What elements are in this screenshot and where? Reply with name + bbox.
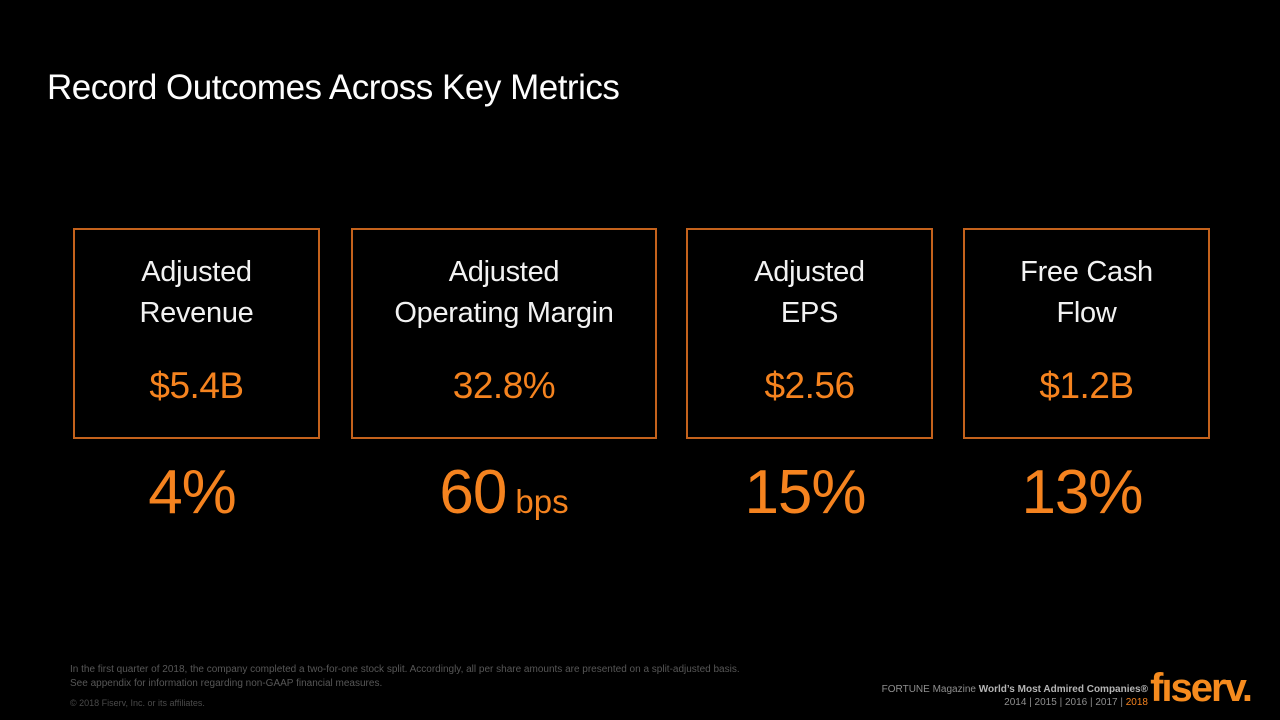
fortune-year-highlight: 2018 (1125, 697, 1148, 708)
metric-label: Adjusted EPS (688, 252, 931, 334)
metric-box-adjusted-eps: Adjusted EPS $2.56 (686, 228, 933, 439)
footnotes: In the first quarter of 2018, the compan… (70, 663, 740, 690)
metric-box-adjusted-operating-margin: Adjusted Operating Margin 32.8% (351, 228, 657, 439)
metric-label-line1: Adjusted (141, 256, 252, 288)
metric-box-free-cash-flow: Free Cash Flow $1.2B (963, 228, 1210, 439)
metric-box-adjusted-revenue: Adjusted Revenue $5.4B (73, 228, 320, 439)
fiserv-logo: fıserv. (1150, 666, 1253, 710)
copyright-notice: © 2018 Fiserv, Inc. or its affiliates. (70, 698, 205, 708)
growth-value: 15% (744, 458, 866, 527)
growth-adjusted-revenue: 4% (73, 454, 320, 532)
growth-value: 4% (148, 458, 237, 527)
metric-label: Adjusted Operating Margin (353, 252, 655, 334)
fortune-prefix: FORTUNE Magazine (881, 684, 979, 695)
fortune-award-title: World’s Most Admired Companies® (978, 684, 1148, 695)
metric-label-line1: Free Cash (1020, 256, 1153, 288)
growth-free-cash-flow: 13% (963, 454, 1210, 532)
metric-value: $2.56 (764, 365, 855, 406)
fortune-years-prefix: 2014 | 2015 | 2016 | 2017 | (1004, 697, 1126, 708)
metric-label-line1: Adjusted (754, 256, 865, 288)
growth-value: 13% (1021, 458, 1143, 527)
growth-value: 60 (439, 458, 507, 527)
metric-value: $1.2B (1039, 365, 1134, 406)
metric-label-line2: EPS (780, 297, 839, 329)
fortune-line: FORTUNE Magazine World’s Most Admired Co… (882, 683, 1148, 696)
growth-adjusted-eps: 15% (686, 454, 933, 532)
footnote-line2: See appendix for information regarding n… (70, 677, 383, 689)
growth-unit: bps (515, 483, 569, 520)
growth-adjusted-operating-margin: 60 bps (351, 454, 657, 532)
metric-value: 32.8% (452, 365, 556, 406)
metric-label-line2: Operating Margin (394, 297, 614, 329)
metric-label-line2: Flow (1056, 297, 1117, 329)
slide-title: Record Outcomes Across Key Metrics (47, 68, 620, 107)
fortune-years: 2014 | 2015 | 2016 | 2017 | 2018 (882, 696, 1148, 709)
metric-value: $5.4B (149, 365, 244, 406)
metric-label-line1: Adjusted (448, 256, 560, 288)
footnote-line1: In the first quarter of 2018, the compan… (70, 664, 740, 675)
metric-label: Free Cash Flow (965, 252, 1208, 334)
metric-label-line2: Revenue (139, 297, 254, 329)
fortune-recognition: FORTUNE Magazine World’s Most Admired Co… (882, 683, 1148, 709)
metric-label: Adjusted Revenue (75, 252, 318, 334)
